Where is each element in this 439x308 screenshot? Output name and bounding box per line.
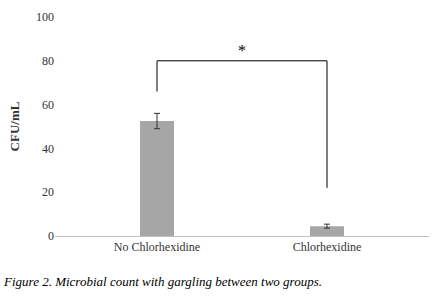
svg-text:80: 80 — [42, 54, 54, 68]
svg-text:40: 40 — [42, 142, 54, 156]
svg-text:No Chlorhexidine: No Chlorhexidine — [114, 240, 200, 254]
svg-text:20: 20 — [42, 185, 54, 199]
html-text:Figure 2. Microbial count with: Figure 2. Microbial count with gargling … — [4, 274, 322, 289]
svg-text:Chlorhexidine: Chlorhexidine — [293, 240, 362, 254]
svg-text:100: 100 — [36, 10, 54, 24]
svg-text:60: 60 — [42, 98, 54, 112]
svg-text:CFU/mL: CFU/mL — [7, 101, 22, 151]
svg-text:0: 0 — [48, 229, 54, 243]
svg-text:*: * — [238, 42, 246, 59]
